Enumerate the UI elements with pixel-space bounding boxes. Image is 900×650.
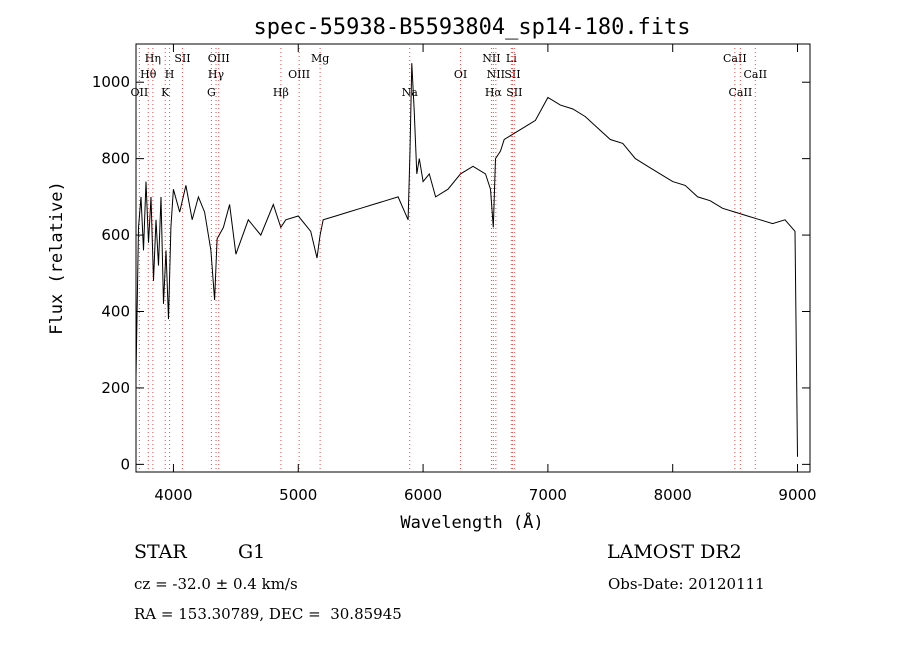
marker-label-9: Hβ: [273, 86, 289, 99]
plot-frame: [135, 43, 811, 473]
y-tick-label-3: 600: [101, 226, 130, 244]
marker-label-2: Hη: [145, 52, 161, 65]
marker-label-14: NII: [482, 52, 500, 65]
chart-title: spec-55938-B5593804_sp14-180.fits: [253, 15, 690, 40]
subclass: G1: [238, 541, 266, 563]
marker-label-7: Hγ: [208, 68, 225, 81]
marker-label-13: OI: [454, 68, 467, 81]
marker-label-10: OIII: [288, 68, 310, 81]
marker-label-19: SII: [506, 86, 522, 99]
marker-label-17: Li: [506, 52, 517, 65]
x-tick-label-5: 9000: [778, 486, 816, 504]
marker-label-6: G: [207, 86, 216, 99]
marker-label-4: H: [165, 68, 175, 81]
marker-label-22: CaII: [743, 68, 767, 81]
line-markers: OIIHθHηKHSIIGHγOIIIHβOIIIMgNaOINIIHαNIIL…: [131, 48, 767, 472]
x-tick-label-1: 5000: [279, 486, 317, 504]
marker-label-15: Hα: [485, 86, 503, 99]
marker-label-3: K: [161, 86, 170, 99]
y-tick-label-2: 400: [101, 303, 130, 321]
marker-label-12: Na: [402, 86, 419, 99]
obs-date: Obs-Date: 20120111: [608, 575, 765, 593]
marker-label-18: SII: [504, 68, 520, 81]
y-tick-label-4: 800: [101, 150, 130, 168]
axis-ticks: 4000 5000 6000 7000 8000 9000 0 200 400 600 800 100…: [92, 44, 817, 504]
x-tick-label-3: 7000: [529, 486, 567, 504]
y-tick-label-0: 0: [120, 455, 130, 473]
survey-name: LAMOST DR2: [607, 541, 742, 563]
marker-label-1: Hθ: [140, 68, 157, 81]
marker-label-0: OII: [131, 86, 149, 99]
redshift-text: cz = -32.0 ± 0.4 km/s: [134, 575, 298, 593]
x-tick-label-0: 4000: [154, 486, 192, 504]
spectrum-line: [135, 63, 798, 457]
marker-label-8: OIII: [208, 52, 230, 65]
marker-label-16: NII: [487, 68, 505, 81]
marker-label-5: SII: [174, 52, 190, 65]
y-axis-label: Flux (relative): [47, 181, 67, 335]
marker-label-11: Mg: [311, 52, 329, 65]
object-class: STAR: [134, 541, 187, 563]
y-tick-label-5: 1000: [92, 73, 130, 91]
marker-label-21: CaII: [729, 86, 753, 99]
x-tick-label-4: 8000: [654, 486, 692, 504]
y-tick-label-1: 200: [101, 379, 130, 397]
x-axis-label: Wavelength (Å): [400, 511, 543, 533]
coordinates: RA = 153.30789, DEC = 30.85945: [134, 605, 402, 623]
x-tick-label-2: 6000: [404, 486, 442, 504]
marker-label-20: CaII: [723, 52, 747, 65]
